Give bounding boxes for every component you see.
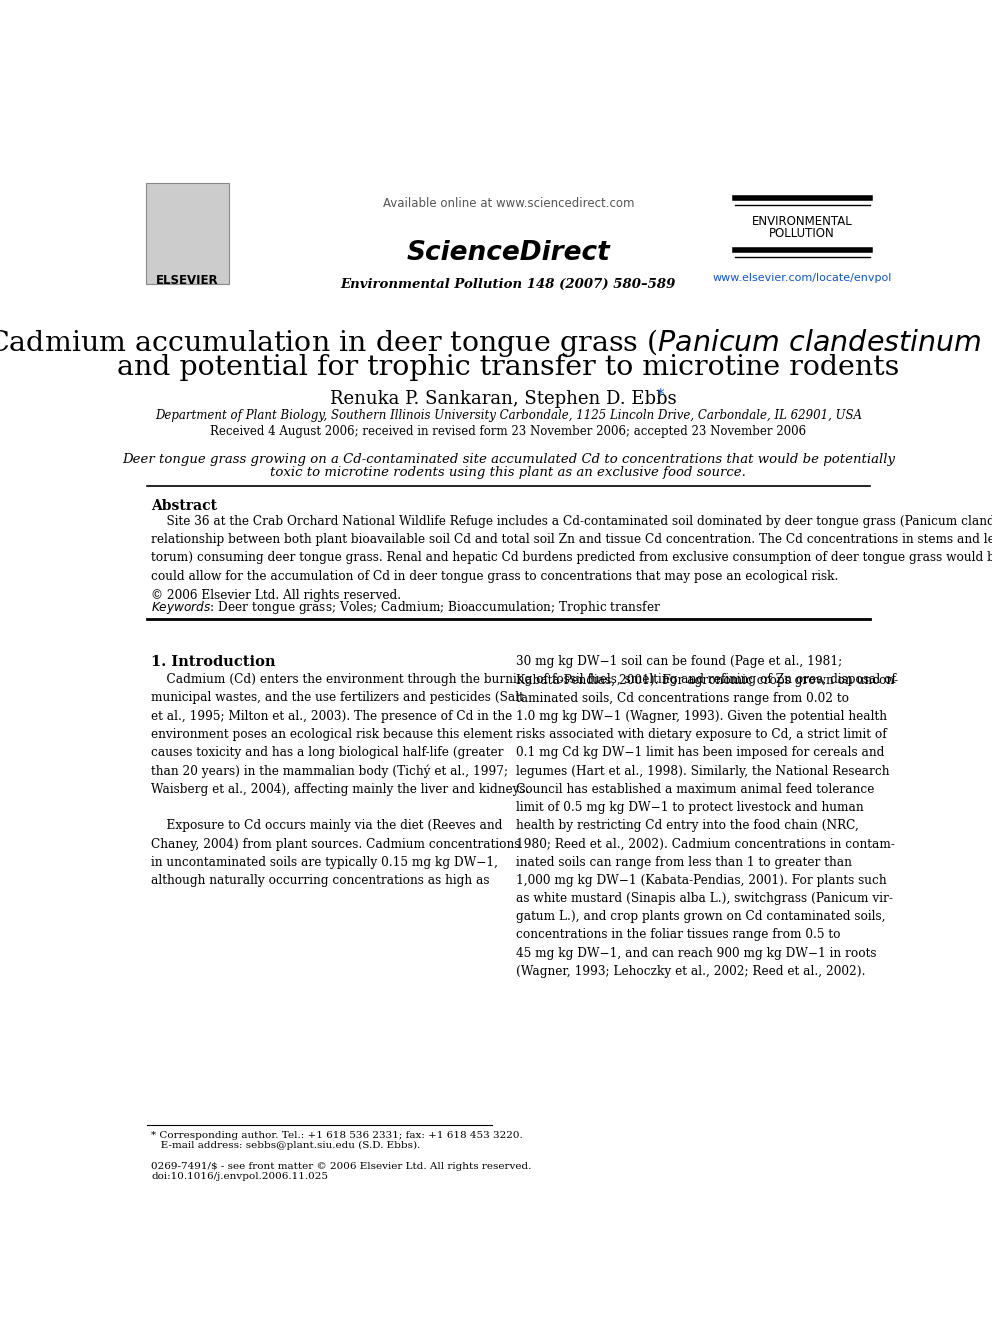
Text: Available online at www.sciencedirect.com: Available online at www.sciencedirect.co… [383,197,634,210]
Text: and potential for trophic transfer to microtine rodents: and potential for trophic transfer to mi… [117,353,900,381]
Text: doi:10.1016/j.envpol.2006.11.025: doi:10.1016/j.envpol.2006.11.025 [151,1172,328,1181]
Text: *: * [657,388,664,404]
Text: Abstract: Abstract [151,499,217,513]
Text: ENVIRONMENTAL: ENVIRONMENTAL [752,214,852,228]
Text: Cadmium (Cd) enters the environment through the burning of fossil fuels, smeltin: Cadmium (Cd) enters the environment thro… [151,673,896,888]
Text: Department of Plant Biology, Southern Illinois University Carbondale, 1125 Linco: Department of Plant Biology, Southern Il… [155,409,862,422]
Text: toxic to microtine rodents using this plant as an exclusive food source.: toxic to microtine rodents using this pl… [271,466,746,479]
Text: 0269-7491/$ - see front matter © 2006 Elsevier Ltd. All rights reserved.: 0269-7491/$ - see front matter © 2006 El… [151,1162,532,1171]
Text: 1. Introduction: 1. Introduction [151,655,276,669]
Text: * Corresponding author. Tel.: +1 618 536 2331; fax: +1 618 453 3220.: * Corresponding author. Tel.: +1 618 536… [151,1131,523,1140]
Text: Environmental Pollution 148 (2007) 580–589: Environmental Pollution 148 (2007) 580–5… [340,278,677,291]
Bar [146,184,229,283]
Text: POLLUTION: POLLUTION [769,226,835,239]
Text: ELSEVIER: ELSEVIER [156,274,219,287]
Text: Cadmium accumulation in deer tongue grass ($\mathit{Panicum\ clandestinum}$ L.): Cadmium accumulation in deer tongue gras… [0,327,992,359]
Text: $\mathit{Keywords}$: Deer tongue grass; Voles; Cadmium; Bioaccumulation; Trophic: $\mathit{Keywords}$: Deer tongue grass; … [151,599,662,617]
Text: www.elsevier.com/locate/envpol: www.elsevier.com/locate/envpol [712,273,892,283]
Text: Site 36 at the Crab Orchard National Wildlife Refuge includes a Cd-contaminated : Site 36 at the Crab Orchard National Wil… [151,515,992,602]
Text: Deer tongue grass growing on a Cd-contaminated site accumulated Cd to concentrat: Deer tongue grass growing on a Cd-contam… [122,452,895,466]
Text: Renuka P. Sankaran, Stephen D. Ebbs: Renuka P. Sankaran, Stephen D. Ebbs [330,390,678,407]
Text: 30 mg kg DW−1 soil can be found (Page et al., 1981;
Kabata-Pendias, 2001). For a: 30 mg kg DW−1 soil can be found (Page et… [516,655,899,978]
Text: E-mail address: sebbs@plant.siu.edu (S.D. Ebbs).: E-mail address: sebbs@plant.siu.edu (S.D… [151,1142,421,1151]
Text: Received 4 August 2006; received in revised form 23 November 2006; accepted 23 N: Received 4 August 2006; received in revi… [210,425,806,438]
Text: ScienceDirect: ScienceDirect [407,239,610,266]
